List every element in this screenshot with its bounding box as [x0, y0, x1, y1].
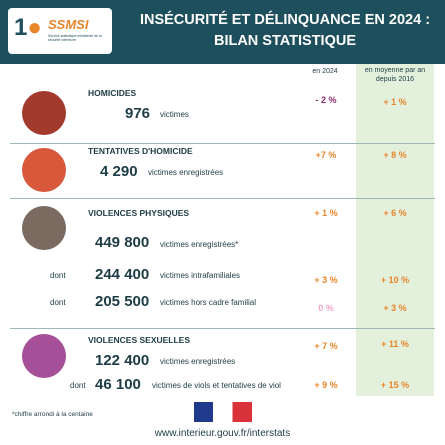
number: 976: [125, 105, 151, 122]
average: + 1 %: [383, 97, 407, 107]
change: +7 %: [315, 150, 337, 160]
change: + 3 %: [314, 275, 338, 285]
number: 4 290: [100, 163, 138, 180]
number: 122 400: [95, 352, 150, 369]
average: + 3 %: [383, 303, 407, 313]
title-line: BILAN STATISTIQUE: [213, 33, 357, 49]
average: + 6 %: [383, 208, 407, 218]
unit: victimes de viols et tentatives de viol: [152, 381, 281, 390]
number: 205 500: [95, 293, 150, 310]
change: 0 %: [318, 303, 334, 313]
number: 449 800: [95, 234, 150, 251]
footnote: *chiffre arrondi à la centaine: [12, 411, 93, 418]
separator: [10, 328, 435, 329]
logo-box: [8, 8, 112, 54]
average: + 11 %: [381, 339, 409, 349]
separator: [10, 143, 435, 144]
icon: [22, 148, 66, 192]
column-header: en 2024: [312, 68, 338, 75]
unit: victimes enregistrées: [160, 357, 236, 366]
icon: [22, 206, 66, 250]
change: + 1 %: [314, 208, 338, 218]
unit: victimes enregistrées: [148, 168, 224, 177]
section-label: TENTATIVES D'HOMICIDE: [88, 146, 193, 156]
number: 46 100: [95, 376, 141, 393]
unit: victimes enregistrées*: [160, 240, 239, 249]
unit: victimes intrafamiliales: [160, 271, 241, 280]
change: + 9 %: [314, 380, 338, 390]
logo-mark: 1●: [14, 14, 42, 41]
unit: victimes hors cadre familial: [160, 298, 257, 307]
icon: [22, 91, 66, 135]
unit: victimes: [160, 110, 189, 119]
flag-logo: [194, 402, 252, 422]
average: + 15 %: [380, 380, 410, 390]
average: + 8 %: [383, 150, 407, 160]
change: - 2 %: [315, 95, 337, 105]
column-header: en moyenne par an depuis 2016: [364, 67, 426, 83]
section-label: VIOLENCES SEXUELLES: [88, 335, 191, 345]
prefix: dont: [70, 381, 86, 390]
section-label: VIOLENCES PHYSIQUES: [88, 208, 190, 218]
change: + 7 %: [314, 341, 338, 351]
average: + 10 %: [380, 275, 410, 285]
prefix: dont: [50, 298, 66, 307]
section-label: HOMICIDES: [88, 88, 137, 98]
prefix: dont: [50, 271, 66, 280]
url: www.interieur.gouv.fr/interstats: [154, 428, 291, 439]
logo-name: SSMSI: [48, 17, 89, 32]
logo-subtitle: Service statistique ministériel de la sé…: [48, 34, 102, 42]
title-line: INSÉCURITÉ ET DÉLINQUANCE EN 2024 :: [139, 12, 431, 28]
average-column: [356, 64, 434, 396]
icon: [22, 334, 66, 378]
separator: [10, 198, 435, 199]
number: 244 400: [95, 266, 150, 283]
